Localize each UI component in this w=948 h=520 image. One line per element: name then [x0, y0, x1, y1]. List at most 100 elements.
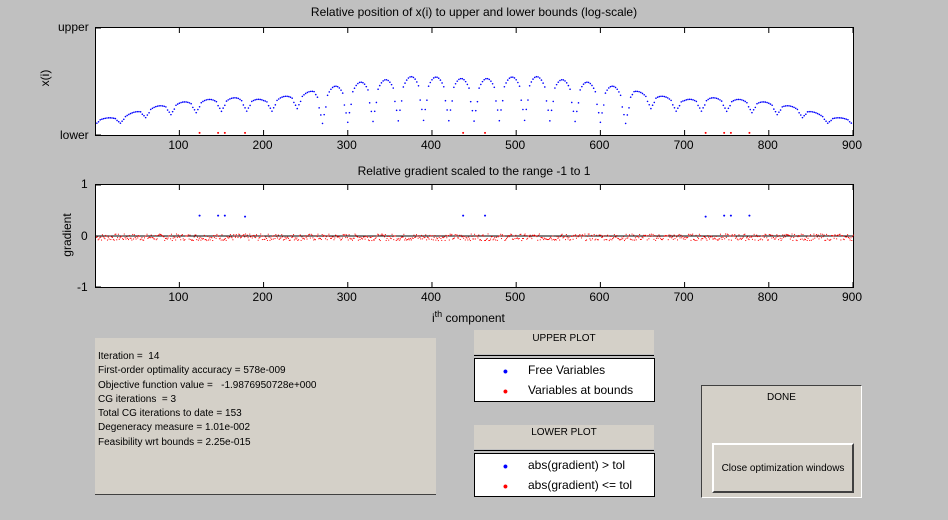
gradient-small-point	[396, 238, 398, 240]
gradient-small-point	[212, 240, 214, 242]
gradient-small-point	[745, 240, 747, 242]
gradient-small-point	[359, 239, 361, 241]
free-variable-point	[158, 105, 160, 107]
gradient-small-point	[121, 235, 123, 237]
free-variable-point	[129, 112, 132, 115]
gradient-small-point	[712, 238, 714, 240]
gradient-small-point	[346, 237, 348, 239]
gradient-small-point	[581, 237, 583, 239]
gradient-small-point	[723, 235, 725, 237]
free-variable-point	[436, 76, 438, 78]
gradient-small-point	[589, 238, 591, 240]
gradient-small-point	[354, 233, 356, 235]
gradient-small-point	[325, 236, 327, 238]
gradient-small-point	[130, 237, 132, 239]
gradient-small-point	[339, 237, 341, 239]
free-variable-point	[530, 81, 533, 83]
free-variable-point	[218, 107, 221, 110]
gradient-small-point	[222, 239, 224, 241]
gradient-small-point	[838, 233, 840, 235]
gradient-small-point	[678, 233, 680, 235]
bound-variable-point	[223, 131, 226, 134]
gradient-small-point	[252, 235, 254, 237]
gradient-small-point	[358, 237, 360, 239]
gradient-small-point	[413, 234, 415, 236]
gradient-small-point	[622, 238, 624, 240]
gradient-small-point	[325, 238, 327, 240]
free-variable-point	[727, 107, 730, 110]
free-variable-point	[348, 111, 351, 114]
gradient-small-point	[377, 233, 379, 235]
free-variable-point	[673, 106, 676, 109]
close-optimization-windows-button[interactable]: Close optimization windows	[712, 443, 854, 493]
free-variable-point	[309, 90, 312, 93]
gradient-small-point	[261, 239, 263, 241]
gradient-small-point	[563, 236, 565, 238]
gradient-small-point	[837, 235, 839, 237]
gradient-small-point	[98, 238, 100, 240]
free-variable-point	[496, 109, 499, 111]
free-variable-point	[331, 86, 334, 89]
gradient-small-point	[715, 235, 717, 237]
gradient-small-point	[713, 238, 715, 240]
gradient-small-point	[438, 237, 440, 239]
gradient-small-point	[585, 240, 587, 242]
gradient-small-point	[349, 237, 351, 239]
gradient-small-point	[594, 239, 596, 241]
gradient-small-point	[605, 239, 607, 241]
gradient-small-point	[549, 238, 551, 240]
gradient-small-point	[684, 238, 686, 240]
free-variable-point	[380, 82, 383, 84]
free-variable-point	[133, 111, 135, 114]
gradient-small-point	[790, 236, 792, 238]
legend-item-gradient-below-tol: • abs(gradient) <= tol	[475, 476, 654, 496]
gradient-small-point	[322, 235, 324, 237]
gradient-small-point	[415, 236, 417, 238]
gradient-small-point	[102, 236, 104, 238]
gradient-small-point	[188, 238, 190, 240]
gradient-small-point	[214, 235, 216, 237]
lower-legend-divider	[474, 450, 654, 451]
gradient-small-point	[376, 235, 378, 237]
free-variable-point	[818, 113, 821, 116]
gradient-small-point	[307, 235, 309, 237]
gradient-small-point	[762, 239, 764, 241]
gradient-small-point	[360, 236, 362, 238]
gradient-small-point	[586, 235, 588, 237]
gradient-small-point	[671, 237, 673, 239]
gradient-small-point	[344, 233, 346, 235]
gradient-small-point	[592, 235, 594, 237]
free-variable-point	[806, 111, 809, 113]
free-variable-point	[712, 96, 715, 99]
free-variable-point	[803, 114, 805, 117]
gradient-small-point	[483, 235, 485, 237]
gradient-small-point	[494, 236, 496, 238]
gradient-small-point	[264, 238, 266, 240]
free-variable-point	[321, 122, 324, 125]
free-variable-point	[128, 113, 130, 116]
gradient-small-point	[331, 236, 333, 238]
free-variable-point	[552, 100, 555, 103]
gradient-small-point	[827, 235, 829, 237]
free-variable-point	[724, 107, 726, 109]
x-tick-label: 700	[673, 290, 694, 304]
gradient-small-point	[772, 234, 774, 236]
gradient-small-point	[527, 237, 529, 239]
gradient-small-point	[634, 237, 636, 239]
gradient-small-point	[170, 233, 172, 235]
gradient-small-point	[727, 234, 729, 236]
gradient-small-point	[652, 233, 654, 235]
info-line: CG iterations = 3	[98, 393, 177, 405]
gradient-small-point	[223, 239, 225, 241]
free-variable-point	[773, 108, 775, 110]
gradient-small-point	[637, 235, 639, 237]
info-line: Iteration = 14	[98, 351, 160, 362]
free-variable-point	[538, 77, 541, 79]
upper-ytick-lower: lower	[60, 128, 89, 142]
gradient-small-point	[100, 236, 102, 238]
free-variable-point	[279, 97, 282, 99]
gradient-small-point	[197, 239, 199, 241]
gradient-small-point	[736, 238, 738, 240]
gradient-small-point	[295, 238, 297, 240]
free-variable-point	[757, 102, 760, 104]
